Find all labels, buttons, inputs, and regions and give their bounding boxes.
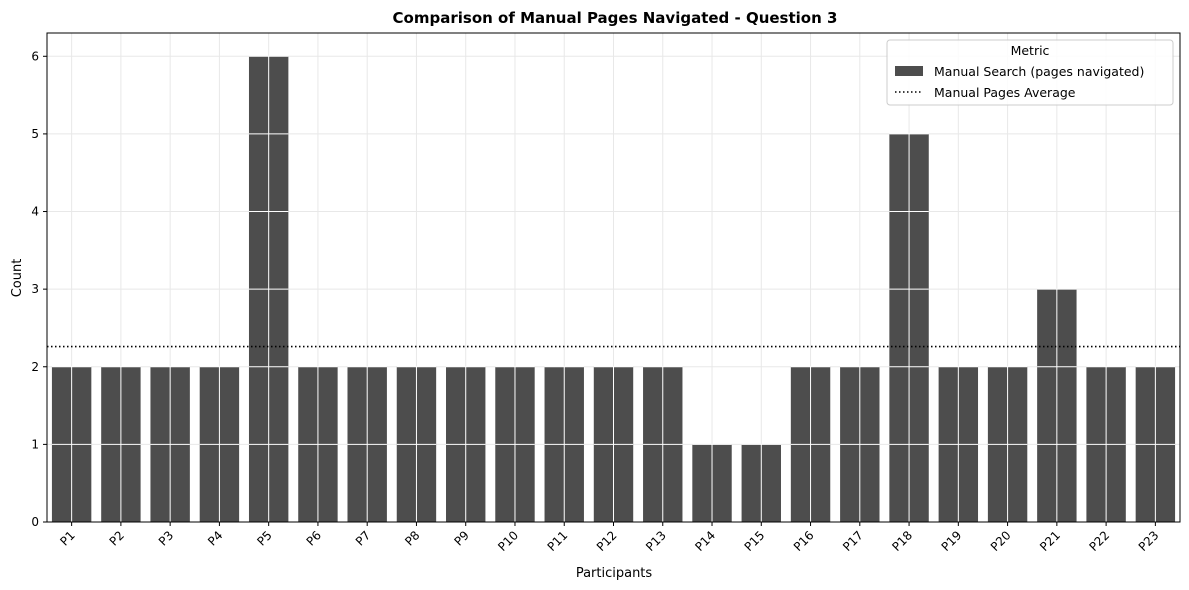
x-tick-label: P4: [205, 528, 225, 548]
y-tick-label: 4: [31, 205, 39, 219]
x-tick-label: P7: [353, 528, 373, 548]
x-tick-label: P5: [254, 528, 274, 548]
x-tick-label: P13: [643, 528, 669, 554]
legend-title: Metric: [1011, 43, 1050, 58]
x-tick-label: P3: [156, 528, 176, 548]
x-tick-label: P12: [594, 528, 620, 554]
bar-grid-overlay: [51, 55, 1176, 522]
legend-box: [886, 39, 1174, 106]
legend-label-average: Manual Pages Average: [934, 85, 1076, 100]
x-tick-label: P8: [402, 528, 422, 548]
y-tick-label: 0: [31, 515, 39, 529]
x-tick-label: P21: [1037, 528, 1063, 554]
y-tick-label: 3: [31, 282, 39, 296]
legend-label-bars: Manual Search (pages navigated): [934, 64, 1144, 79]
x-tick-label: P9: [451, 528, 471, 548]
y-tick-label: 1: [31, 437, 39, 451]
x-tick-label: P19: [939, 528, 965, 554]
x-tick-label: P17: [840, 528, 866, 554]
y-axis-ticks: 0 1 2 3 4 5 6: [31, 49, 47, 529]
legend-swatch-bar: [895, 66, 923, 76]
y-axis-label: Count: [10, 259, 25, 298]
x-tick-label: P14: [692, 528, 718, 554]
x-tick-label: P11: [545, 528, 571, 554]
x-tick-label: P18: [889, 528, 915, 554]
x-tick-label: P1: [57, 528, 77, 548]
y-tick-label: 2: [31, 360, 39, 374]
x-axis-ticks: P1 P2 P3 P4 P5 P6 P7 P8 P9 P10 P11 P12 P13 P14 P15 P16 P…: [57, 522, 1161, 554]
x-tick-label: P6: [304, 528, 324, 548]
chart-title: Comparison of Manual Pages Navigated - Q…: [393, 9, 838, 27]
x-tick-label: P16: [791, 528, 817, 554]
y-tick-label: 5: [31, 127, 39, 141]
x-tick-label: P20: [988, 528, 1014, 554]
x-tick-label: P23: [1136, 528, 1162, 554]
x-tick-label: P10: [495, 528, 521, 554]
x-tick-label: P22: [1086, 528, 1112, 554]
x-tick-label: P15: [742, 528, 768, 554]
x-tick-label: P2: [107, 528, 127, 548]
legend: Metric Manual Search (pages navigated) M…: [886, 39, 1174, 106]
x-axis-label: Participants: [576, 566, 653, 581]
y-tick-label: 6: [31, 49, 39, 63]
